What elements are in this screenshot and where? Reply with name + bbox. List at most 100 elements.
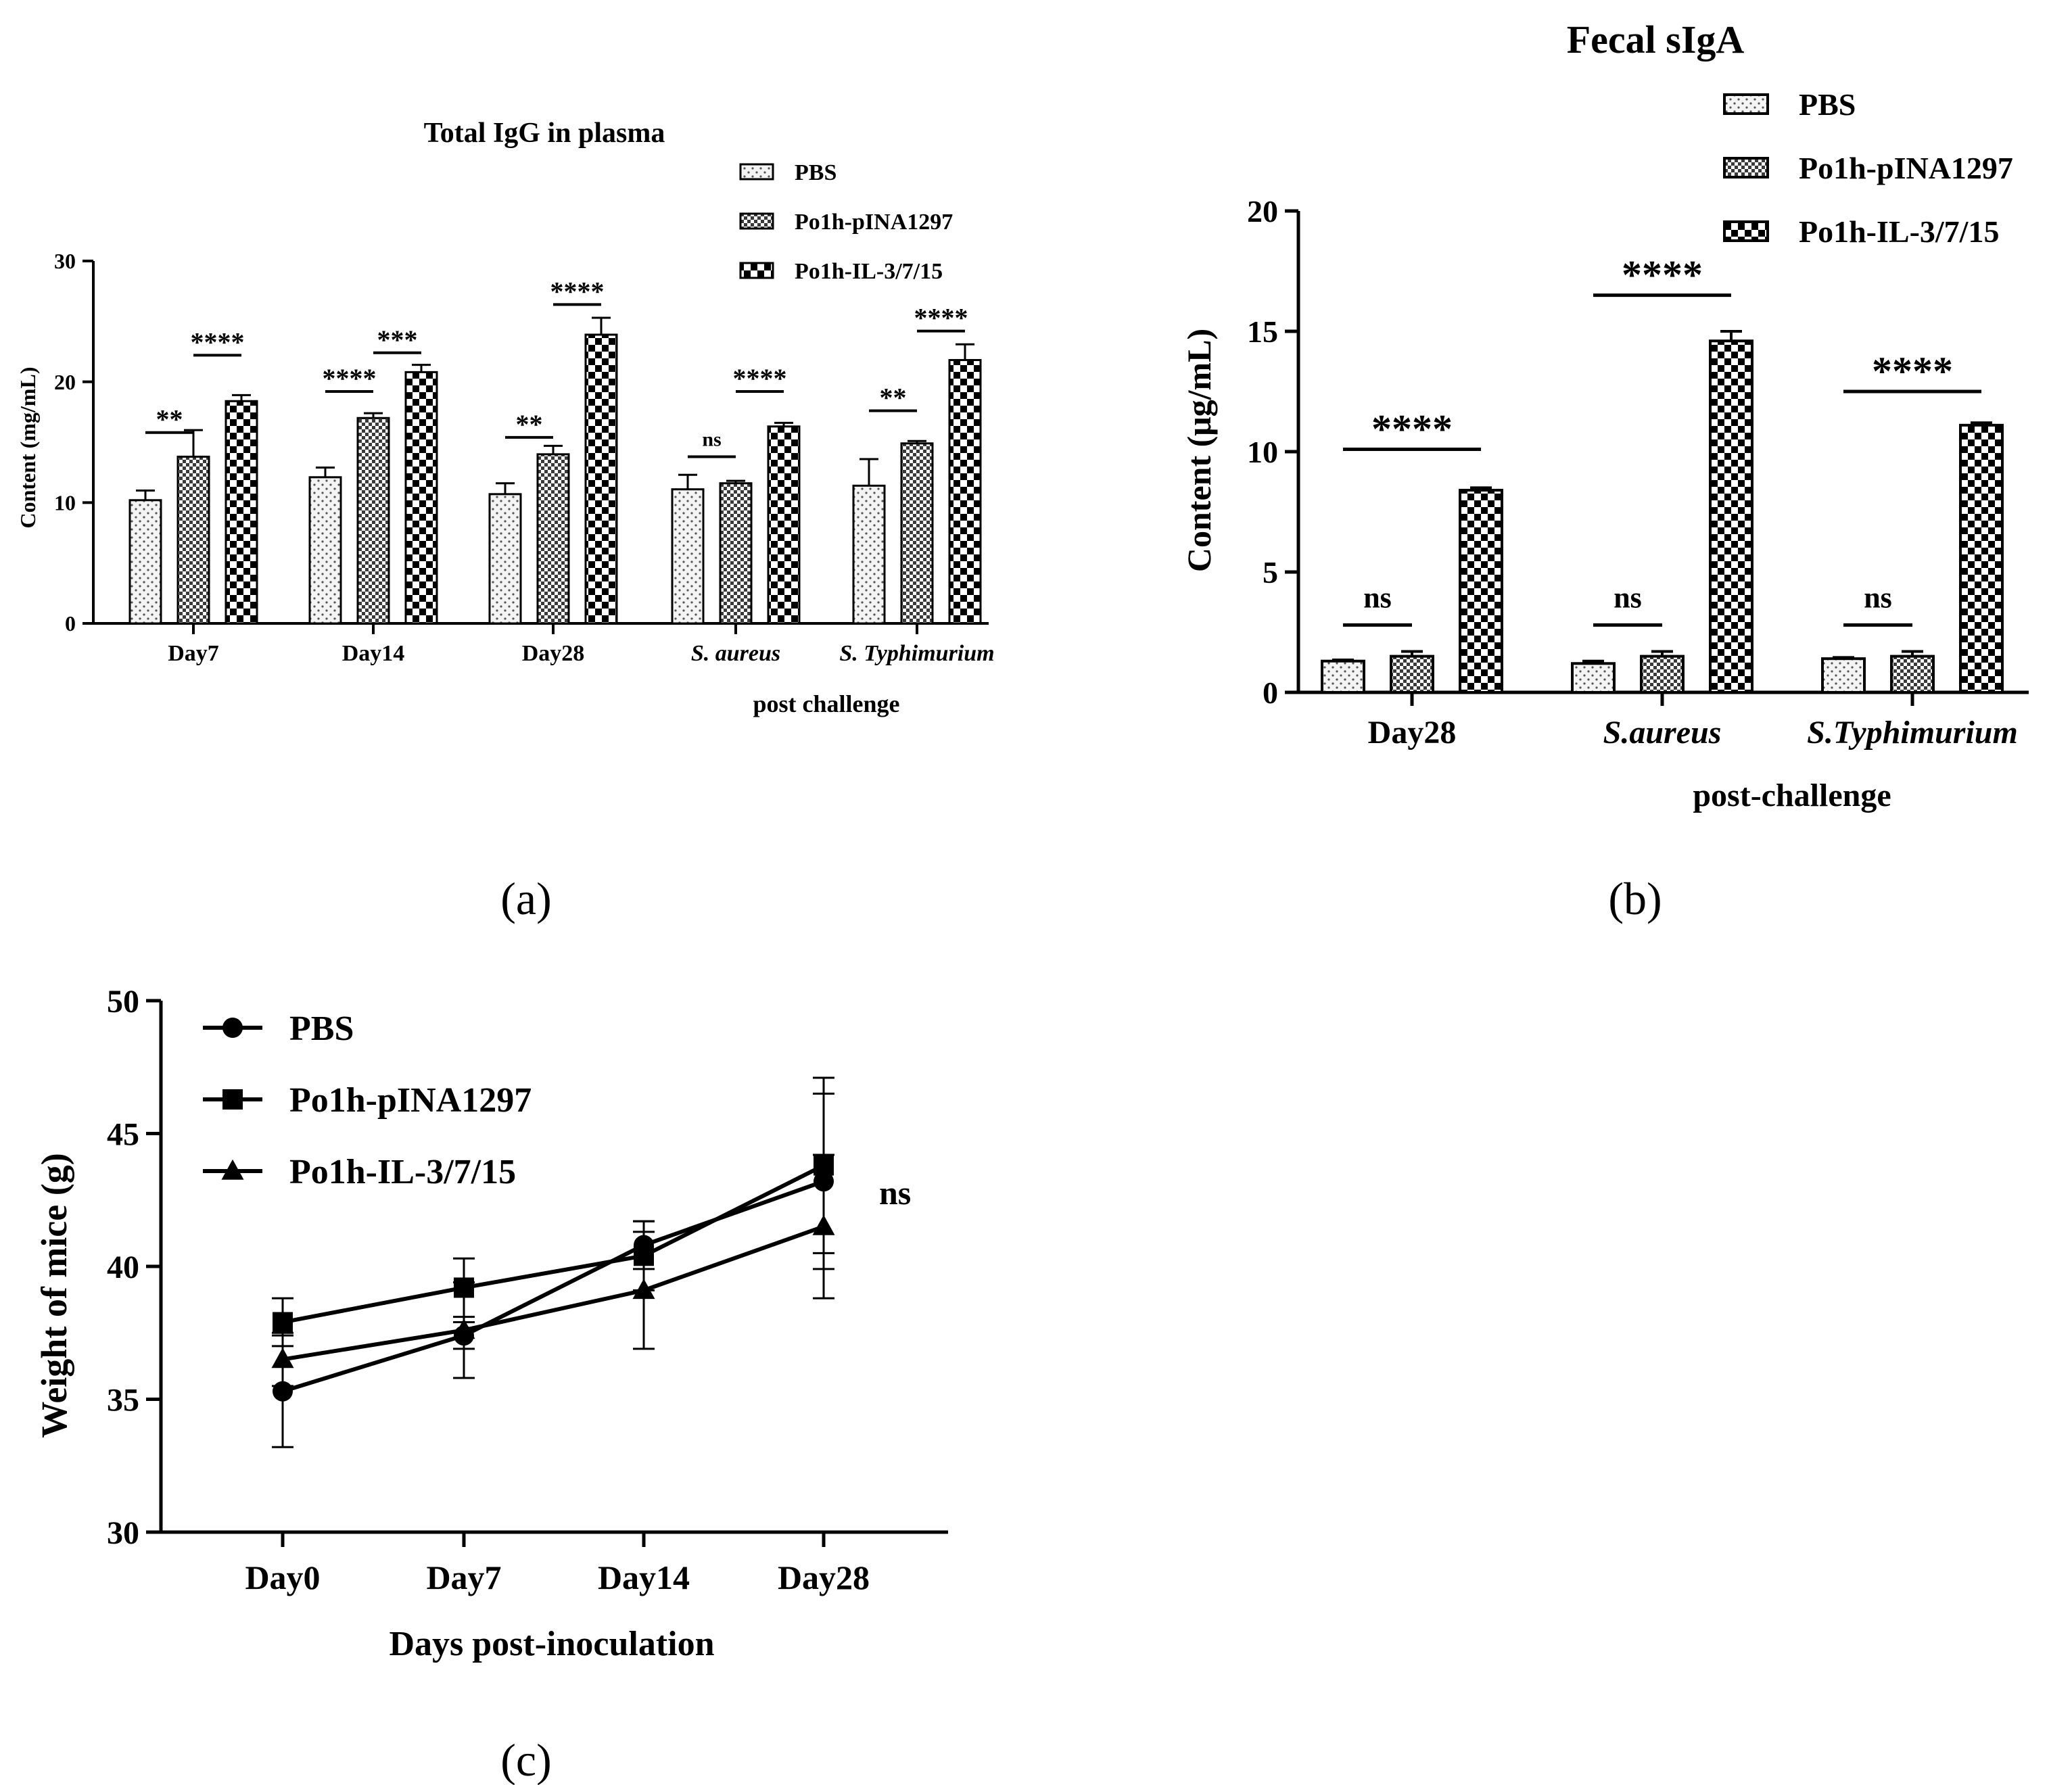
bar-po1h-pina1297: [1390, 654, 1434, 694]
significance-label: ****: [550, 276, 605, 306]
bar-po1h-pina1297: [356, 416, 390, 625]
significance-label: **: [880, 383, 907, 413]
bar-po1h-il-3-7-15: [584, 333, 618, 625]
bar-pbs: [1321, 659, 1365, 694]
chart-b-bars: [1321, 330, 2004, 694]
bar-po1h-pina1297: [1890, 654, 1935, 694]
bar-po1h-il-3-7-15: [1709, 339, 1753, 694]
chart-c-series: [271, 1076, 835, 1448]
significance-label: ****: [733, 363, 787, 394]
panel-a-total-igg-chart: Total IgG in plasma PBS Po1h-pINA1297 Po1h…: [16, 118, 995, 924]
x-tick-label: S. Typhimurium: [839, 641, 994, 666]
legend-marker-po1h-pina1297: [222, 1089, 243, 1110]
y-tick-label: 20: [1247, 194, 1278, 229]
x-tick-label: Day14: [342, 641, 405, 666]
bar-po1h-il-3-7-15: [948, 359, 982, 625]
significance-label: ****: [191, 327, 245, 357]
chart-b-y-axis-label: Content (μg/mL): [1180, 329, 1218, 572]
significance-label: ****: [1371, 406, 1453, 451]
legend-label-pbs: PBS: [795, 160, 837, 185]
chart-b-significance: ns **** ns **** ns ****: [1343, 253, 1981, 627]
x-tick-label: Day28: [1368, 715, 1457, 751]
bar-po1h-il-3-7-15: [1459, 488, 1503, 694]
legend-swatch-po1h-il-3-7-15: [1723, 220, 1769, 242]
legend-label-po1h-il-3-7-15: Po1h-IL-3/7/15: [795, 259, 943, 284]
significance-label: ns: [1614, 581, 1642, 614]
chart-a-title: Total IgG in plasma: [424, 118, 665, 149]
bar-pbs: [671, 488, 705, 625]
legend-label-po1h-pina1297: Po1h-pINA1297: [795, 210, 953, 235]
significance-label: **: [156, 404, 183, 435]
chart-b-title: Fecal sIgA: [1567, 18, 1745, 62]
point-po1h-pina1297: [273, 1312, 293, 1333]
legend-label-po1h-pina1297: Po1h-pINA1297: [1799, 151, 2013, 185]
chart-b-legend: PBS Po1h-pINA1297 Po1h-IL-3/7/15: [1723, 87, 2013, 249]
legend-swatch-pbs: [1723, 93, 1769, 115]
line-po1h-pina1297: [282, 1163, 825, 1325]
y-tick-label: 0: [1263, 675, 1278, 710]
chart-a-bars: [128, 316, 982, 625]
x-tick-label: Day0: [245, 1558, 320, 1596]
point-po1h-il-3-7-15: [812, 1214, 835, 1235]
x-tick-label: S. aureus: [691, 641, 780, 666]
legend-swatch-po1h-pina1297: [1723, 157, 1769, 178]
bar-po1h-pina1297: [536, 453, 570, 625]
x-tick-label: S.Typhimurium: [1807, 715, 2018, 751]
significance-label: ****: [1872, 349, 1953, 394]
legend-label-po1h-il-3-7-15: Po1h-IL-3/7/15: [1799, 214, 1999, 249]
legend-marker-po1h-il-3-7-15: [221, 1159, 244, 1180]
significance-label: ****: [914, 303, 968, 333]
line-pbs: [282, 1179, 825, 1394]
bar-po1h-il-3-7-15: [767, 425, 801, 625]
y-tick-label: 10: [54, 491, 76, 515]
y-tick-label: 35: [107, 1383, 139, 1419]
x-tick-label: Day28: [778, 1558, 870, 1596]
chart-a-significance: *******************ns**********: [145, 276, 968, 458]
chart-c-y-axis-label: Weight of mice (g): [34, 1153, 74, 1437]
chart-c-x-axis-label: Days post-inoculation: [389, 1625, 714, 1663]
chart-c-legend: PBS Po1h-pINA1297 Po1h-IL-3/7/15: [203, 1009, 532, 1191]
chart-c-ns-annotation: ns: [879, 1174, 911, 1212]
x-tick-label: Day28: [522, 641, 585, 666]
x-tick-label: Day7: [168, 641, 219, 666]
bar-po1h-pina1297: [176, 455, 210, 625]
panel-c-weight-chart: 30 35 40 45 50 Day0 Day7 Day14 Day28 PBS Po1h-pIN…: [34, 984, 948, 1785]
legend-label-po1h-pina1297: Po1h-pINA1297: [289, 1081, 532, 1120]
bar-pbs: [488, 493, 522, 625]
bar-po1h-il-3-7-15: [1959, 423, 2004, 694]
bar-po1h-il-3-7-15: [404, 371, 438, 625]
y-tick-label: 20: [54, 370, 76, 394]
y-tick-label: 0: [65, 611, 76, 636]
y-tick-label: 40: [107, 1250, 139, 1285]
legend-label-pbs: PBS: [1799, 87, 1856, 122]
bar-pbs: [852, 484, 886, 625]
chart-a-legend: PBS Po1h-pINA1297 Po1h-IL-3/7/15: [739, 160, 953, 284]
bar-pbs: [1571, 662, 1616, 694]
significance-label: ***: [377, 325, 418, 355]
y-tick-label: 30: [107, 1515, 139, 1551]
legend-label-pbs: PBS: [289, 1009, 354, 1048]
point-po1h-il-3-7-15: [632, 1279, 655, 1300]
y-tick-label: 5: [1263, 555, 1278, 590]
significance-label: ns: [1864, 581, 1892, 614]
bar-po1h-il-3-7-15: [225, 400, 258, 625]
chart-c-axes: 30 35 40 45 50 Day0 Day7 Day14 Day28: [107, 984, 948, 1596]
figure-label-c: (c): [500, 1734, 551, 1785]
significance-label: ns: [702, 428, 721, 450]
legend-swatch-po1h-pina1297: [739, 212, 774, 230]
figure-label-a: (a): [500, 873, 551, 924]
point-po1h-il-3-7-15: [452, 1318, 475, 1339]
chart-a-x-axis-label: post challenge: [753, 690, 899, 717]
legend-swatch-pbs: [739, 163, 774, 181]
panel-b-fecal-siga-chart: Fecal sIgA PBS Po1h-pINA1297 Po1h-IL-3/7/1…: [1180, 18, 2029, 924]
chart-b-x-axis-label: post-challenge: [1693, 778, 1891, 813]
figure-label-b: (b): [1608, 873, 1662, 924]
significance-label: ns: [1363, 581, 1392, 614]
legend-marker-pbs: [222, 1018, 243, 1038]
significance-label: **: [516, 409, 543, 439]
chart-a-y-axis-label: Content (mg/mL): [16, 366, 40, 528]
bar-po1h-pina1297: [1640, 654, 1685, 694]
y-tick-label: 15: [1247, 314, 1278, 349]
significance-label: ****: [323, 363, 377, 394]
bar-po1h-pina1297: [900, 442, 934, 625]
